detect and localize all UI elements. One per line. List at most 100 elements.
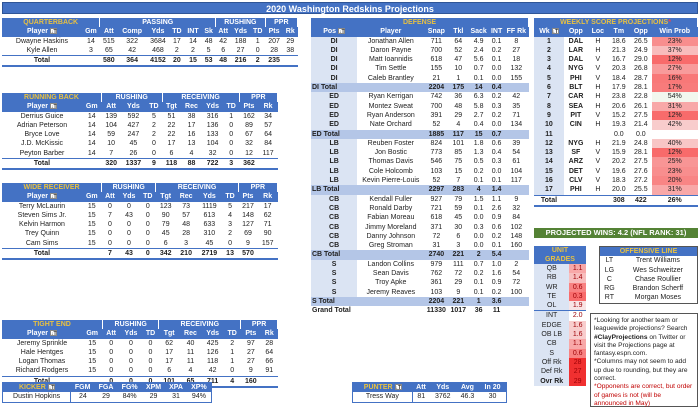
filter-sort-icon[interactable]: ↓T: [49, 103, 57, 111]
opp-score: 26.8: [634, 65, 648, 73]
offensive-line-table: OFFENSIVE LINE LT Trent Williams LG Wes Schw…: [599, 246, 698, 304]
stat-value: 102: [510, 223, 523, 231]
week-number: 16: [534, 176, 564, 186]
unit-name: RB: [534, 273, 570, 283]
stat-value: 618: [430, 214, 443, 222]
column-header: Att: [101, 102, 121, 112]
player-name: Caleb Brantley: [367, 74, 414, 82]
stat-value: 6: [167, 367, 172, 375]
week-number: 13: [534, 148, 564, 158]
total-value: [82, 158, 102, 171]
location: V: [595, 56, 601, 64]
filter-sort-icon[interactable]: ↓T: [47, 384, 55, 392]
opp-score: 29.0: [634, 56, 648, 64]
unit-name: S: [534, 348, 570, 358]
filter-sort-icon[interactable]: ↓T: [394, 384, 402, 392]
week-row: 9 PIT V 15.2 27.5 12%: [534, 110, 698, 121]
grade-row: TE 0.3: [534, 291, 586, 302]
player-row: Logan Thomas 15 0 0 0 17 11 118 1 27 66: [2, 357, 278, 366]
team-score: 18.6: [611, 37, 626, 45]
stat-value: 0: [148, 348, 153, 356]
total-value: Total: [2, 55, 82, 68]
column-header[interactable]: Player ↓T: [2, 329, 82, 339]
stat-value: 5: [228, 202, 233, 210]
opp-score: 28.1: [634, 84, 648, 92]
column-header: Pts: [238, 192, 258, 202]
filter-sort-icon[interactable]: ↓T: [338, 28, 346, 36]
player-row: Trey Quinn 15 0 0 0 45 28 310 2 69 90: [2, 229, 278, 238]
stat-value: 15: [88, 348, 97, 356]
total-value: 422: [629, 194, 652, 207]
stat-value: 2297: [424, 185, 449, 195]
stat-value: 89: [245, 121, 253, 129]
stat-value: 0.7: [489, 129, 505, 139]
week-row: 13 SF V 15.9 28.1 12%: [534, 148, 698, 158]
total-value: 210: [175, 248, 197, 261]
stat-value: 27: [236, 46, 245, 54]
column-header: TD: [145, 102, 162, 112]
column-header[interactable]: Player ↓T: [2, 192, 82, 202]
grade-value: 1.9: [569, 301, 586, 312]
note-rounding: *Columns may not seem to add up due to r…: [594, 358, 688, 383]
player-name: Morgan Moses: [634, 294, 682, 302]
player-row: Hale Hentges 15 0 0 0 17 11 126 1 27 64: [2, 348, 278, 357]
grade-row: WR 0.6: [534, 282, 586, 292]
player-name: Chase Roullier: [634, 275, 681, 283]
filter-sort-icon[interactable]: ↓T: [551, 28, 559, 36]
player-row: Adrian Peterson 14 104 427 2 22 17 136 0 89 57: [2, 121, 278, 130]
column-header: Yds: [196, 192, 222, 202]
column-header: TD: [221, 192, 239, 202]
stat-value: 47: [454, 56, 463, 64]
stat-value: 0: [151, 140, 156, 148]
stat-value: [504, 83, 529, 93]
opp-score: 22.8: [634, 93, 648, 101]
opp-score: 27.5: [634, 111, 648, 119]
location: [588, 130, 608, 139]
filter-sort-icon[interactable]: ↓T: [49, 193, 57, 201]
column-header: Yds: [230, 27, 251, 37]
position: LG: [604, 266, 615, 274]
column-header[interactable]: Player ↓T: [2, 27, 82, 37]
player-name: Steven Sims Jr.: [17, 211, 67, 219]
unit-grades-table: UNIT GRADES QB 1.1 RB 1.4 WR 0.6 TE 0.3 OL 1.9 INT 2.…: [534, 246, 586, 386]
stat-value: 0.3: [491, 158, 502, 166]
column-header: Pts: [240, 329, 262, 339]
stat-value: 1: [456, 74, 461, 82]
stat-value: 824: [430, 139, 443, 147]
stat-value: 0: [145, 230, 150, 238]
stat-value: 127: [242, 221, 254, 229]
stat-value: 45: [129, 140, 138, 148]
player-name: Ryan Anderson: [366, 111, 415, 119]
opp-score: 21.4: [634, 121, 648, 129]
rank-label: Off Rk: [534, 357, 570, 368]
total-value: 26%: [651, 194, 698, 207]
opponent: PHI: [570, 186, 582, 194]
stat-value: 0: [127, 202, 131, 210]
stat-value: 0.1: [491, 56, 502, 64]
player-name: Cole Holcomb: [368, 167, 413, 175]
opponent: DAL: [568, 56, 584, 64]
stat-value: 2: [230, 339, 235, 347]
player-name: Bryce Love: [24, 131, 60, 139]
running-back-table: RUNNING BACK RUSHING RECEIVING PPR Player ↓T…: [2, 93, 279, 171]
player-name: Landon Collins: [367, 260, 414, 268]
stat-value: 0.0: [473, 214, 484, 222]
stat-value: 7: [109, 149, 114, 157]
stat-value: 24: [78, 393, 87, 401]
total-value: 13: [221, 248, 239, 261]
position: S: [311, 287, 358, 297]
stat-value: 3: [456, 242, 461, 250]
stat-value: 0.6: [491, 223, 502, 231]
defense-row: CB Greg Stroman 31 3 0.0 0.1 160: [311, 241, 529, 251]
team-score: 19.6: [611, 167, 626, 175]
stat-value: 30: [454, 223, 463, 231]
column-header[interactable]: Player ↓T: [2, 102, 82, 112]
opponent: SF: [571, 149, 581, 157]
filter-sort-icon[interactable]: ↓T: [49, 28, 57, 36]
grade-value: 2.0: [569, 310, 586, 321]
player-name: Tress Way: [352, 392, 413, 403]
player-row: Terry McLaurin 15 0 0 0 123 73 1119 5 217 17: [2, 202, 278, 211]
section-header: QUARTERBACK: [2, 18, 101, 28]
stat-value: 0.0: [491, 74, 502, 82]
filter-sort-icon[interactable]: ↓T: [49, 330, 57, 338]
